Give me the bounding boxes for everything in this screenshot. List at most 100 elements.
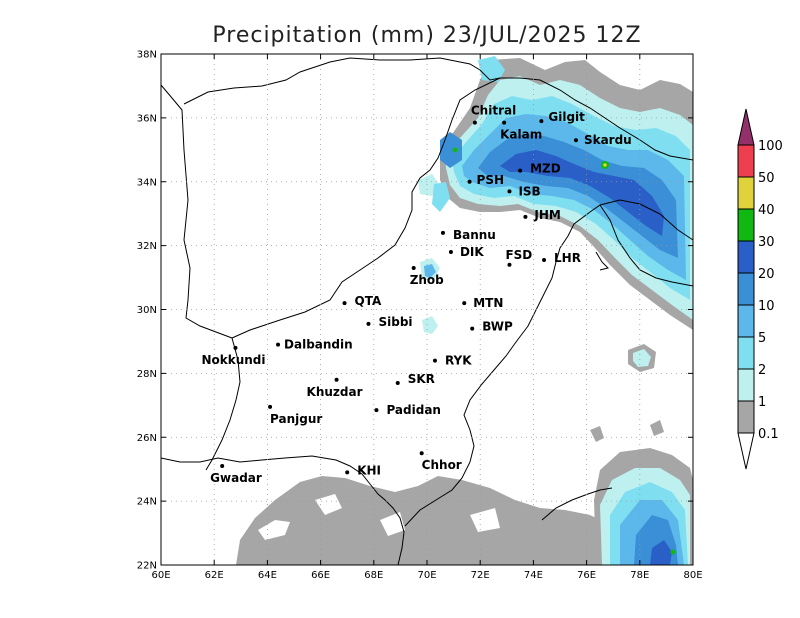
city-dot <box>507 262 512 267</box>
city-dot <box>542 257 547 262</box>
legend-top-arrow <box>737 108 755 146</box>
legend-bottom-arrow <box>737 432 755 470</box>
legend-label: 2 <box>758 363 766 378</box>
city-nokkundi: Nokkundi <box>201 345 266 367</box>
city-dot <box>573 138 578 143</box>
afg-iran-border <box>160 84 233 339</box>
city-label: Khuzdar <box>307 385 363 399</box>
city-dot <box>233 345 238 350</box>
pak-iran-border <box>205 337 241 471</box>
city-label: Kalam <box>500 128 542 142</box>
city-label: MZD <box>530 162 561 176</box>
pak-india-border <box>404 199 694 527</box>
city-label: Skardu <box>584 133 632 147</box>
legend-swatch <box>737 368 755 402</box>
city-dot <box>342 301 347 306</box>
gap-1 <box>258 520 290 540</box>
x-tick-label: 72E <box>471 570 490 581</box>
city-label: Panjgur <box>270 412 322 426</box>
city-dot <box>467 179 472 184</box>
city-label: Dalbandin <box>284 338 353 352</box>
south-india-coast <box>541 487 613 521</box>
coastline <box>160 455 405 566</box>
city-dot <box>411 265 416 270</box>
legend-label: 10 <box>758 299 775 314</box>
y-tick-label: 24N <box>137 497 157 508</box>
city-label: ISB <box>518 184 540 198</box>
city-sibbi: Sibbi <box>366 315 413 329</box>
legend-swatch <box>737 240 755 274</box>
city-dot <box>440 230 445 235</box>
city-label: JHM <box>533 208 560 222</box>
city-dot <box>334 377 339 382</box>
city-skr: SKR <box>395 372 435 386</box>
x-tick-label: 68E <box>364 570 383 581</box>
y-tick-label: 32N <box>137 241 157 252</box>
x-tick-label: 70E <box>417 570 436 581</box>
city-dik: DIK <box>448 245 484 259</box>
city-mzd: MZD <box>518 162 561 176</box>
city-padidan: Padidan <box>374 403 441 417</box>
y-tick-label: 26N <box>137 433 157 444</box>
y-tick-label: 28N <box>137 369 157 380</box>
city-label: Padidan <box>386 403 441 417</box>
city-dot <box>395 380 400 385</box>
y-tick-label: 34N <box>137 177 157 188</box>
city-label: Chhor <box>422 458 462 472</box>
legend-label: 1 <box>758 395 766 410</box>
city-label: Gwadar <box>210 471 262 485</box>
city-label: Nokkundi <box>201 353 265 367</box>
y-tick-label: 38N <box>137 50 157 61</box>
city-khuzdar: Khuzdar <box>307 377 363 399</box>
city-dot <box>419 451 424 456</box>
city-dot <box>518 168 523 173</box>
x-tick-label: 78E <box>630 570 649 581</box>
city-dot <box>507 189 512 194</box>
city-panjgur: Panjgur <box>268 404 322 426</box>
map-title: Precipitation (mm) 23/JUL/2025 12Z <box>212 23 641 48</box>
ne-river <box>595 251 609 271</box>
x-tick-label: 74E <box>524 570 543 581</box>
legend-swatch <box>737 272 755 306</box>
city-dot <box>502 120 507 125</box>
city-label: Chitral <box>471 104 516 118</box>
city-label: KHI <box>357 463 381 477</box>
city-dot <box>345 470 350 475</box>
city-chitral: Chitral <box>471 104 516 125</box>
legend-swatch <box>737 208 755 242</box>
city-label: Zhob <box>410 273 444 287</box>
precip-far-north-cell <box>478 56 505 82</box>
pak-afg-border <box>231 77 501 339</box>
city-dalbandin: Dalbandin <box>276 338 353 352</box>
city-ryk: RYK <box>432 354 472 368</box>
city-dot <box>374 408 379 413</box>
x-tick-label: 60E <box>151 570 170 581</box>
city-dot <box>276 342 281 347</box>
city-bwp: BWP <box>470 320 513 334</box>
legend-label: 30 <box>758 235 775 250</box>
city-label: FSD <box>505 248 532 262</box>
precip-chitral-30mm <box>452 147 458 153</box>
legend-swatch <box>737 176 755 210</box>
x-tick-label: 80E <box>683 570 702 581</box>
borders <box>160 57 694 566</box>
city-chhor: Chhor <box>419 451 462 472</box>
precip-shading <box>236 56 693 565</box>
city-dot <box>220 463 225 468</box>
city-jhm: JHM <box>523 208 561 222</box>
precip-north-40mm <box>603 163 607 167</box>
grid-lines <box>161 54 693 565</box>
city-dot <box>472 120 477 125</box>
legend-swatch <box>737 144 755 178</box>
x-tick-label: 64E <box>258 570 277 581</box>
legend-swatch <box>737 400 755 434</box>
gap-3 <box>380 512 405 536</box>
legend-label: 40 <box>758 203 775 218</box>
precip-se-30mm <box>670 549 676 555</box>
city-label: LHR <box>554 251 581 265</box>
city-dot <box>432 358 437 363</box>
legend-label: 0.1 <box>758 427 779 442</box>
city-skardu: Skardu <box>573 133 632 147</box>
